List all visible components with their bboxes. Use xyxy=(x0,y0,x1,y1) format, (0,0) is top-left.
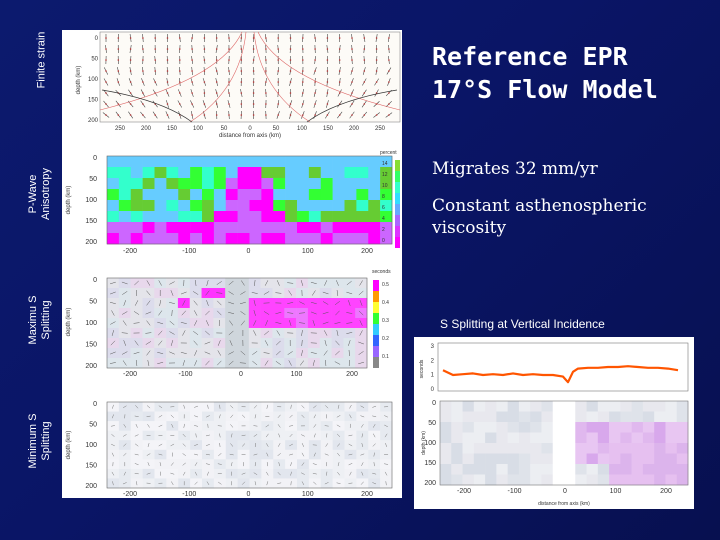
fs-xtick-6: 50 xyxy=(273,126,280,132)
slide-title: Reference EPR 17°S Flow Model xyxy=(432,42,658,104)
mn-ytick-4: 200 xyxy=(85,483,97,490)
fs-xtick-7: 100 xyxy=(297,126,308,132)
ms-xtick-2: 0 xyxy=(239,371,243,378)
ms-colorbar-title: seconds xyxy=(372,269,391,275)
chart-ytick-2: 1 xyxy=(431,373,435,379)
pw-colorbar-tick-1: 12 xyxy=(382,172,388,178)
pw-colorbar-tick-7: 0 xyxy=(382,238,385,244)
ms-ytick-0: 0 xyxy=(93,277,97,284)
bs-ytick-2: 100 xyxy=(424,440,436,447)
bullet-viscosity: Constant asthenospheric viscosity xyxy=(432,196,647,238)
mn-ytick-2: 100 xyxy=(85,442,97,449)
bs-xtick-0: -200 xyxy=(457,488,471,495)
chart-ytick-3: 0 xyxy=(431,387,435,393)
mn-ytick-1: 50 xyxy=(89,422,97,429)
fs-xtick-0: 250 xyxy=(115,126,126,132)
ms-xtick-0: -200 xyxy=(123,371,137,378)
right-figure: seconds 3 2 1 0 depth (km) 0 50 100 150 200 -20… xyxy=(414,337,694,509)
fs-ytick-2: 100 xyxy=(88,77,99,83)
ms-xtick-4: 200 xyxy=(346,371,358,378)
bs-ylabel: depth (km) xyxy=(421,431,427,455)
pw-ytick-3: 150 xyxy=(85,218,97,225)
bs-ytick-0: 0 xyxy=(432,400,436,407)
mn-xtick-0: -200 xyxy=(123,491,137,498)
fs-xtick-5: 0 xyxy=(248,126,252,132)
ms-colorbar-tick-4: 0.1 xyxy=(382,354,389,360)
fs-ytick-4: 200 xyxy=(88,118,99,124)
pw-xtick-2: 0 xyxy=(247,248,251,255)
bs-ytick-3: 150 xyxy=(424,460,436,467)
mn-xtick-4: 200 xyxy=(361,491,373,498)
mn-ytick-0: 0 xyxy=(93,401,97,408)
fs-ytick-0: 0 xyxy=(95,36,99,42)
bs-xtick-1: -100 xyxy=(507,488,521,495)
bs-ytick-1: 50 xyxy=(428,420,436,427)
fs-xtick-2: 150 xyxy=(167,126,178,132)
fs-xtick-4: 50 xyxy=(221,126,228,132)
chart-ytick-0: 3 xyxy=(431,344,435,350)
ms-colorbar-tick-3: 0.2 xyxy=(382,336,389,342)
pw-colorbar-tick-4: 6 xyxy=(382,205,385,211)
fs-xtick-3: 100 xyxy=(193,126,204,132)
chart-ylabel: seconds xyxy=(419,359,425,378)
pw-colorbar-title: percent xyxy=(380,150,397,156)
pw-colorbar-tick-0: 14 xyxy=(382,161,388,167)
ms-xtick-1: -100 xyxy=(178,371,192,378)
fs-ytick-1: 50 xyxy=(91,57,98,63)
pw-ytick-4: 200 xyxy=(85,239,97,246)
bs-ytick-4: 200 xyxy=(424,480,436,487)
splitting-series-line xyxy=(442,365,679,384)
pw-xtick-0: -200 xyxy=(123,248,137,255)
fs-xtick-8: 150 xyxy=(323,126,334,132)
ms-xtick-3: 100 xyxy=(291,371,303,378)
pw-ytick-0: 0 xyxy=(93,155,97,162)
splitting-chart: seconds 3 2 1 0 xyxy=(419,342,689,393)
pw-ytick-1: 50 xyxy=(89,176,97,183)
bs-xtick-4: 200 xyxy=(660,488,672,495)
pw-xtick-3: 100 xyxy=(302,248,314,255)
pw-ytick-2: 100 xyxy=(85,197,97,204)
fs-xtick-9: 200 xyxy=(349,126,360,132)
pw-ylabel: depth (km) xyxy=(66,186,72,215)
mn-xtick-1: -100 xyxy=(182,491,196,498)
ms-colorbar-tick-1: 0.4 xyxy=(382,300,389,306)
ms-colorbar-tick-0: 0.5 xyxy=(382,282,389,288)
min-s-panel: depth (km) 0 50 100 150 200 -200 -100 0 100 200 xyxy=(66,401,393,498)
fs-xtick-10: 250 xyxy=(375,126,386,132)
pw-xtick-1: -100 xyxy=(182,248,196,255)
pw-colorbar-tick-3: 8 xyxy=(382,194,385,200)
finite-strain-panel: depth (km) 0 50 100 150 200 250 200 150 100 50 0 5… xyxy=(76,31,401,139)
ms-colorbar-tick-2: 0.3 xyxy=(382,318,389,324)
figure-caption: S Splitting at Vertical Incidence xyxy=(440,317,605,331)
ms-ytick-3: 150 xyxy=(85,342,97,349)
fs-ytick-3: 150 xyxy=(88,98,99,104)
bs-xtick-3: 100 xyxy=(610,488,622,495)
bs-xtick-2: 0 xyxy=(563,488,567,495)
ms-ytick-4: 200 xyxy=(85,363,97,370)
mn-xtick-3: 100 xyxy=(302,491,314,498)
mn-ylabel: depth (km) xyxy=(66,431,72,460)
pw-colorbar-tick-5: 4 xyxy=(382,216,385,222)
fs-xtick-1: 200 xyxy=(141,126,152,132)
bs-xlabel: distance from axis (km) xyxy=(538,501,590,507)
pw-colorbar-tick-6: 2 xyxy=(382,227,385,233)
fs-xlabel: distance from axis (km) xyxy=(219,133,281,139)
ms-ytick-1: 50 xyxy=(89,299,97,306)
mn-xtick-2: 0 xyxy=(247,491,251,498)
chart-ytick-1: 2 xyxy=(431,358,435,364)
bullet-migrates: Migrates 32 mm/yr xyxy=(432,159,598,179)
pw-colorbar-tick-2: 10 xyxy=(382,183,388,189)
ms-ylabel: depth (km) xyxy=(66,308,72,337)
fs-ylabel: depth (km) xyxy=(76,66,82,95)
ms-ytick-2: 100 xyxy=(85,320,97,327)
pw-xtick-4: 200 xyxy=(361,248,373,255)
mn-ytick-3: 150 xyxy=(85,463,97,470)
